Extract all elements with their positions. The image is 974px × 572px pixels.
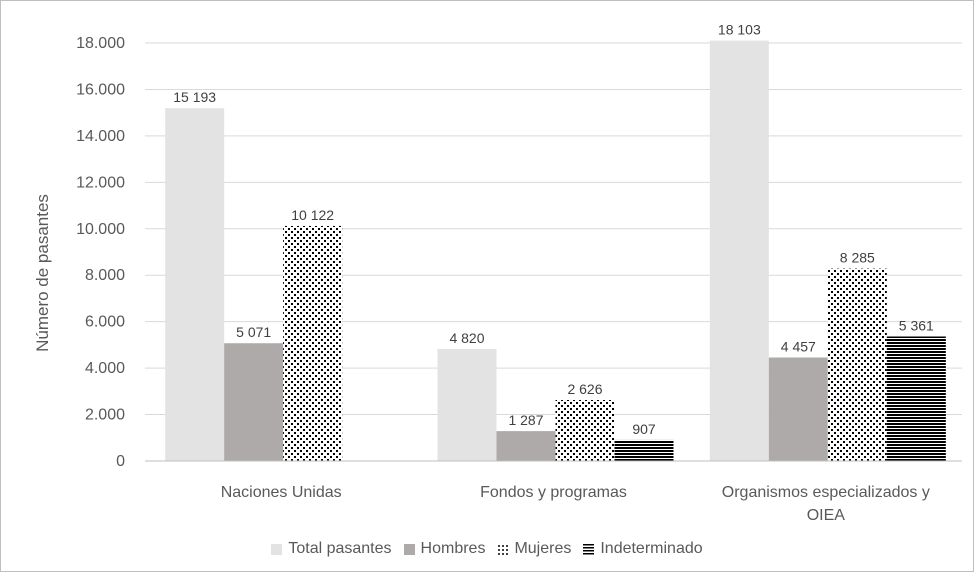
bar-hombres bbox=[768, 357, 828, 461]
legend-swatch bbox=[403, 543, 415, 555]
bar-indeterminado bbox=[886, 336, 946, 461]
bar-mujeres bbox=[283, 225, 343, 461]
data-label: 4 820 bbox=[449, 330, 484, 346]
data-label: 5 071 bbox=[236, 324, 271, 340]
legend-swatch bbox=[497, 543, 509, 555]
x-category-label: Fondos y programas bbox=[480, 484, 627, 501]
legend-label: Total pasantes bbox=[288, 540, 392, 557]
bar-total-pasantes bbox=[709, 40, 769, 461]
x-category-label: OIEA bbox=[807, 507, 846, 524]
y-tick-label: 0 bbox=[116, 453, 125, 470]
legend-item: Mujeres bbox=[497, 540, 571, 558]
legend-swatch bbox=[583, 543, 595, 555]
y-tick-label: 8.000 bbox=[85, 267, 125, 284]
data-label: 2 626 bbox=[567, 381, 602, 397]
data-label: 907 bbox=[632, 421, 656, 437]
x-category-label: Organismos especializados y bbox=[722, 484, 930, 501]
x-category-label: Naciones Unidas bbox=[221, 484, 342, 501]
legend-item: Total pasantes bbox=[271, 540, 392, 558]
bar-mujeres bbox=[555, 400, 615, 461]
y-tick-label: 12.000 bbox=[76, 174, 125, 191]
y-axis-title: Número de pasantes bbox=[33, 194, 52, 352]
y-tick-label: 14.000 bbox=[76, 128, 125, 145]
y-tick-label: 18.000 bbox=[76, 35, 125, 52]
legend-item: Indeterminado bbox=[583, 540, 703, 558]
legend-swatch bbox=[271, 543, 283, 555]
y-tick-label: 6.000 bbox=[85, 314, 125, 331]
bar-total-pasantes bbox=[437, 349, 497, 461]
bars bbox=[165, 40, 946, 461]
y-tick-label: 16.000 bbox=[76, 81, 125, 98]
data-label: 18 103 bbox=[718, 22, 761, 38]
bar-indeterminado bbox=[614, 439, 674, 461]
legend-label: Indeterminado bbox=[600, 540, 703, 557]
bar-total-pasantes bbox=[165, 108, 225, 461]
data-label: 8 285 bbox=[840, 250, 875, 266]
axes: 0 2.000 4.000 6.000 8.000 10.000 12.000 14.000 1… bbox=[76, 35, 962, 524]
y-tick-label: 10.000 bbox=[76, 221, 125, 238]
data-label: 10 122 bbox=[291, 207, 334, 223]
bar-hombres bbox=[496, 431, 556, 461]
legend: Total pasantes Hombres Mujeres Indeterminad… bbox=[0, 540, 974, 560]
data-labels: 15 193 5 071 10 122 4 820 1 287 2 626 907 18 10… bbox=[173, 22, 934, 437]
data-label: 5 361 bbox=[899, 318, 934, 334]
bar-hombres bbox=[224, 343, 284, 461]
legend-label: Mujeres bbox=[514, 540, 572, 557]
data-label: 4 457 bbox=[781, 338, 816, 354]
legend-label: Hombres bbox=[420, 540, 486, 557]
legend-item: Hombres bbox=[403, 540, 486, 558]
bar-mujeres bbox=[827, 268, 887, 461]
data-label: 15 193 bbox=[173, 89, 216, 105]
data-label: 1 287 bbox=[508, 412, 543, 428]
y-tick-label: 2.000 bbox=[85, 407, 125, 424]
y-tick-label: 4.000 bbox=[85, 360, 125, 377]
